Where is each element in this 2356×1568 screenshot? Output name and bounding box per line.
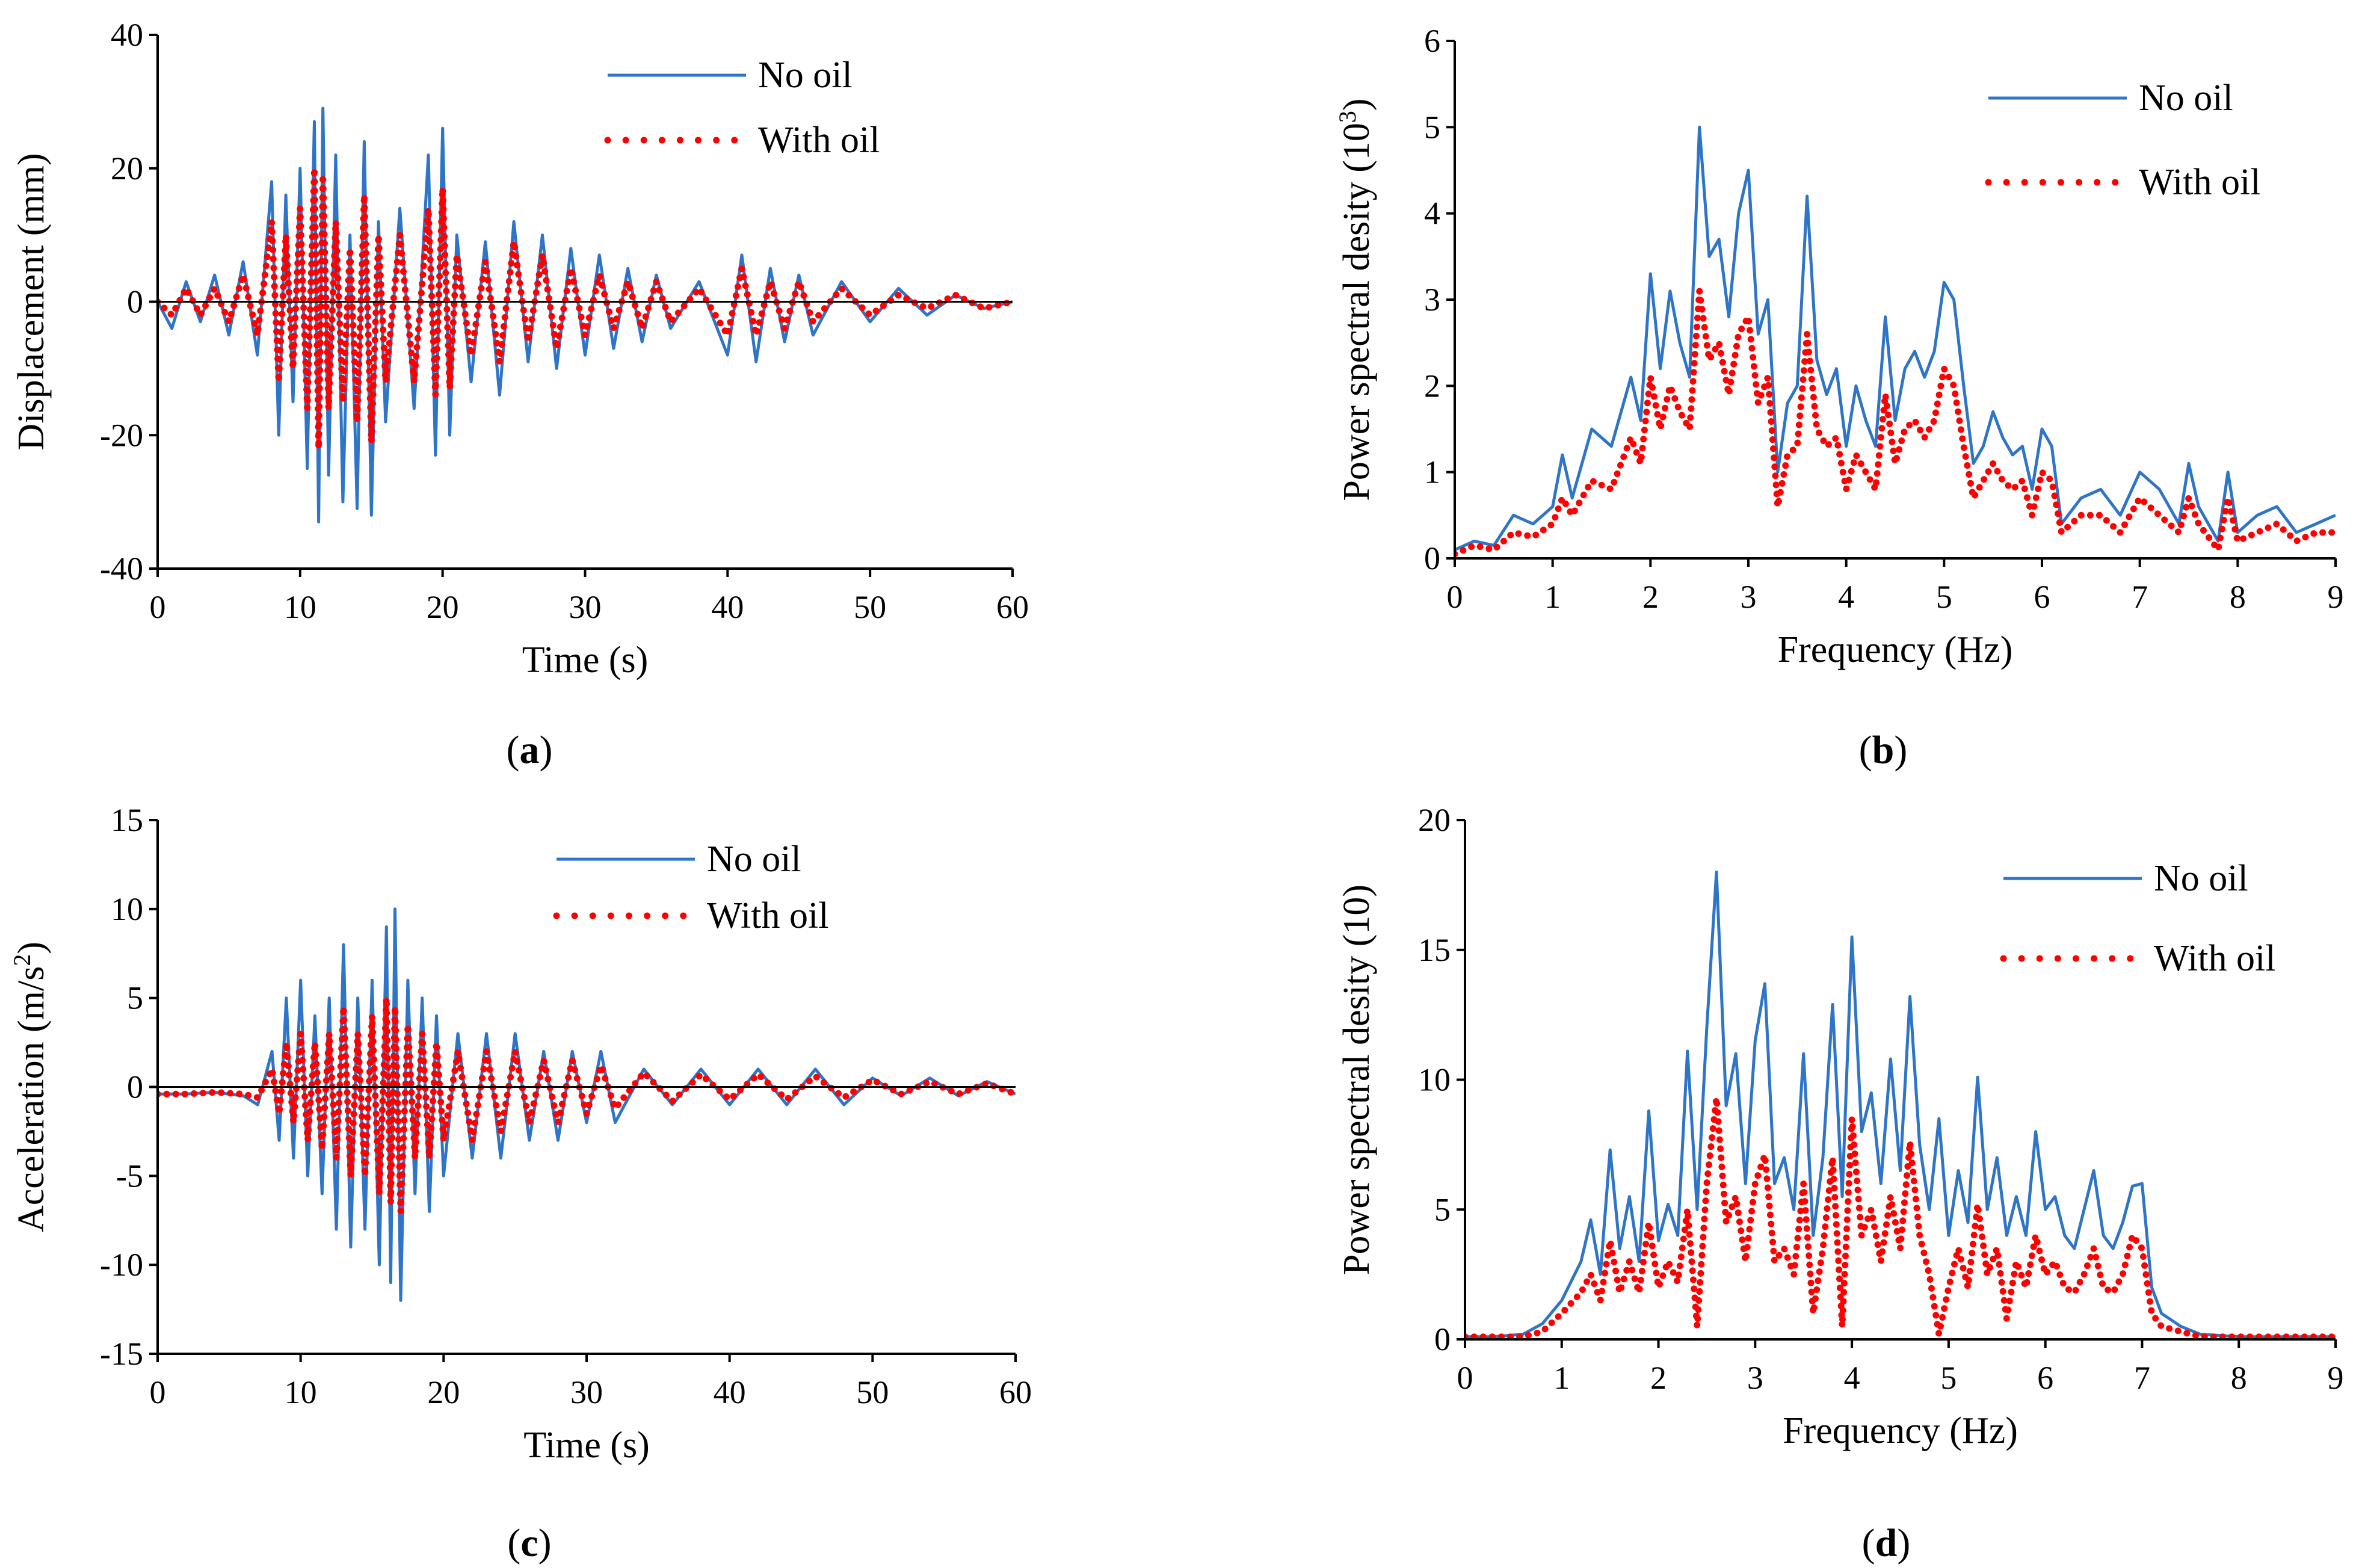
legend-label: With oil (2139, 162, 2260, 203)
x-tick-label: 8 (2230, 579, 2246, 615)
x-tick-label: 50 (856, 1374, 889, 1410)
y-tick-label: 5 (1434, 1191, 1451, 1227)
series-line-c-no-oil (158, 907, 1016, 1302)
x-tick-label: 40 (714, 1374, 746, 1410)
x-tick-label: 9 (2328, 1360, 2344, 1396)
chart-d: 0 5 10 15 20 0 1 2 3 4 5 6 7 8 9 Frequency (Hz) Power sp… (1336, 802, 2344, 1565)
y-tick-label: 5 (1424, 109, 1440, 145)
x-tick-label: 6 (2034, 579, 2050, 615)
x-tick-label: 20 (427, 589, 459, 625)
x-tick-label: 6 (2037, 1360, 2053, 1396)
x-tick-label: 50 (854, 589, 886, 625)
series-line-d-no-oil (1465, 870, 2336, 1339)
series-line-d-with-oil (1465, 1094, 2336, 1341)
y-tick-label: 4 (1424, 196, 1440, 232)
x-tick-label: 30 (569, 589, 602, 625)
x-tick-label: 30 (570, 1374, 603, 1410)
series-line-a-with-oil (158, 165, 1013, 452)
x-tick-label: 8 (2231, 1360, 2247, 1396)
x-tick-label: 3 (1741, 579, 1757, 615)
x-axis-title: Time (s) (522, 640, 649, 681)
y-tick-label: 0 (127, 284, 143, 320)
x-tick-label: 5 (1940, 1360, 1957, 1396)
y-tick-label: 0 (1424, 540, 1440, 576)
series-line-c-with-oil (158, 995, 1016, 1215)
legend-label: No oil (2139, 78, 2233, 119)
x-tick-label: 1 (1553, 1360, 1570, 1396)
x-tick-label: 10 (285, 1374, 317, 1410)
x-tick-label: 7 (2134, 1360, 2150, 1396)
y-tick-label: -5 (116, 1158, 143, 1194)
x-tick-label: 60 (996, 589, 1029, 625)
y-tick-label: 5 (127, 980, 143, 1016)
y-axis-title: Acceleration (m/s2) (8, 942, 52, 1232)
legend-label: With oil (2154, 938, 2275, 979)
legend-label: With oil (758, 120, 880, 161)
panel-caption: (c) (507, 1521, 551, 1565)
x-tick-label: 1 (1544, 579, 1561, 615)
x-tick-label: 0 (1457, 1360, 1473, 1396)
legend-label: No oil (707, 839, 801, 880)
y-axis-title: Power spectral desity (10) (1336, 884, 1377, 1275)
y-tick-label: -20 (100, 417, 143, 453)
x-tick-label: 9 (2328, 579, 2344, 615)
x-tick-label: 7 (2132, 579, 2148, 615)
legend-d: No oil With oil (2000, 858, 2275, 979)
y-tick-label: -10 (100, 1247, 143, 1283)
panel-caption: (b) (1859, 728, 1908, 772)
series-line-a-no-oil (158, 106, 1013, 523)
y-tick-label: 3 (1424, 282, 1440, 318)
x-axis-title: Frequency (Hz) (1778, 629, 2013, 670)
legend-label: No oil (2154, 858, 2248, 899)
y-tick-label: 40 (111, 17, 143, 53)
y-tick-label: 0 (1434, 1321, 1451, 1357)
y-tick-label: 10 (111, 891, 143, 927)
chart-c: -15 -10 -5 0 5 10 15 0 10 20 30 40 50 60 Time (s) Accel… (8, 802, 1032, 1565)
y-tick-label: -15 (100, 1336, 143, 1372)
chart-b: 0 1 2 3 4 5 6 0 1 2 3 4 5 6 7 8 9 Frequency (Hz) Power spe… (1334, 23, 2344, 772)
y-tick-label: 6 (1424, 23, 1440, 59)
x-axis-title: Time (s) (523, 1425, 650, 1466)
y-tick-label: -40 (100, 551, 143, 587)
y-tick-label: 1 (1424, 454, 1440, 490)
x-tick-label: 2 (1642, 579, 1659, 615)
x-tick-label: 0 (150, 1374, 166, 1410)
x-tick-label: 4 (1838, 579, 1854, 615)
y-tick-label: 0 (127, 1069, 143, 1105)
x-tick-label: 4 (1844, 1360, 1860, 1396)
x-tick-label: 10 (284, 589, 316, 625)
legend-c: No oil With oil (553, 839, 828, 936)
y-axis-title: Displacement (mm) (11, 153, 52, 450)
series-line-b-with-oil (1455, 288, 2336, 558)
y-axis-title: Power spectral desity (103) (1334, 98, 1378, 501)
legend-b: No oil With oil (1985, 78, 2260, 203)
panel-caption: (d) (1862, 1521, 1911, 1565)
x-tick-label: 0 (1447, 579, 1463, 615)
panel-caption: (a) (507, 728, 553, 772)
y-tick-label: 2 (1424, 368, 1440, 404)
y-tick-label: 15 (111, 802, 143, 838)
x-axis-title: Frequency (Hz) (1783, 1410, 2018, 1451)
x-tick-label: 60 (999, 1374, 1032, 1410)
x-tick-label: 3 (1747, 1360, 1763, 1396)
legend-label: With oil (707, 895, 828, 936)
y-tick-label: 20 (111, 150, 143, 187)
legend-a: No oil With oil (604, 55, 880, 161)
legend-label: No oil (758, 55, 853, 96)
chart-a: -40 -20 0 20 40 0 10 20 30 40 50 60 Time (s) Displace… (11, 17, 1029, 772)
y-tick-label: 20 (1418, 802, 1451, 838)
series-line-b-no-oil (1455, 125, 2336, 551)
x-tick-label: 5 (1936, 579, 1952, 615)
x-tick-label: 0 (150, 589, 166, 625)
y-tick-label: 10 (1418, 1062, 1451, 1098)
x-tick-label: 2 (1650, 1360, 1667, 1396)
y-tick-label: 15 (1418, 932, 1451, 968)
x-tick-label: 20 (427, 1374, 460, 1410)
x-tick-label: 40 (711, 589, 744, 625)
